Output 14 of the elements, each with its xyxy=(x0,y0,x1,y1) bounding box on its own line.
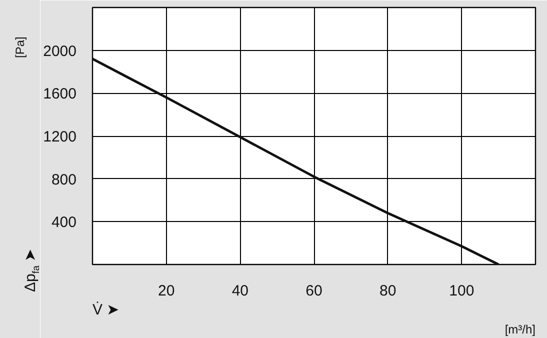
text: [m³/h] xyxy=(504,322,536,336)
line-series xyxy=(92,58,500,264)
y-tick-label: 2000 xyxy=(43,42,77,60)
x-tick-label: 20 xyxy=(158,282,175,300)
y-tick-label: 1600 xyxy=(43,86,77,103)
y-tick-label: 800 xyxy=(51,171,77,188)
y-tick-label: 1200 xyxy=(43,128,77,146)
x-tick-label: 100 xyxy=(449,282,474,300)
x-tick-label: 80 xyxy=(379,282,396,300)
x-axis-title: V̇ ➤ xyxy=(92,301,120,318)
text: [Pa] xyxy=(12,36,28,58)
x-tick-label: 40 xyxy=(232,282,249,300)
y-tick-label: 400 xyxy=(51,214,77,232)
x-tick-label: 60 xyxy=(306,282,322,300)
